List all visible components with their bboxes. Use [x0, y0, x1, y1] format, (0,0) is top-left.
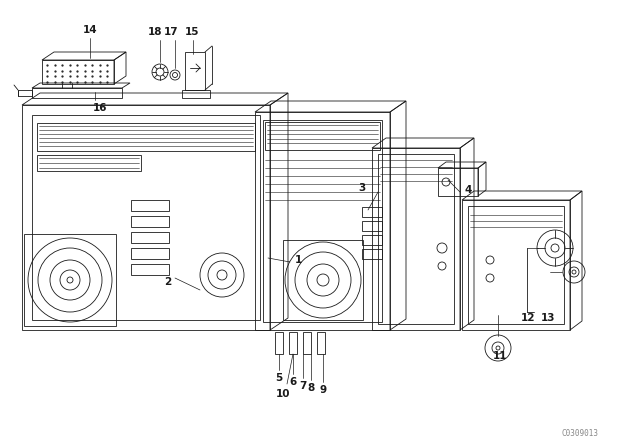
Text: 5: 5	[275, 373, 283, 383]
Text: 9: 9	[319, 385, 326, 395]
Text: 11: 11	[493, 351, 508, 361]
Text: 12: 12	[521, 313, 535, 323]
Text: 1: 1	[294, 255, 301, 265]
Text: C0309013: C0309013	[561, 429, 598, 438]
Text: 2: 2	[164, 277, 172, 287]
Text: 8: 8	[307, 383, 315, 393]
Text: 10: 10	[276, 389, 291, 399]
Text: 16: 16	[93, 103, 108, 113]
Text: 17: 17	[164, 27, 179, 37]
Text: 18: 18	[148, 27, 163, 37]
Text: 13: 13	[541, 313, 556, 323]
Text: 3: 3	[358, 183, 365, 193]
Text: 6: 6	[289, 377, 296, 387]
Text: 15: 15	[185, 27, 199, 37]
Text: 7: 7	[300, 381, 307, 391]
Text: 14: 14	[83, 25, 97, 35]
Text: 4: 4	[464, 185, 472, 195]
